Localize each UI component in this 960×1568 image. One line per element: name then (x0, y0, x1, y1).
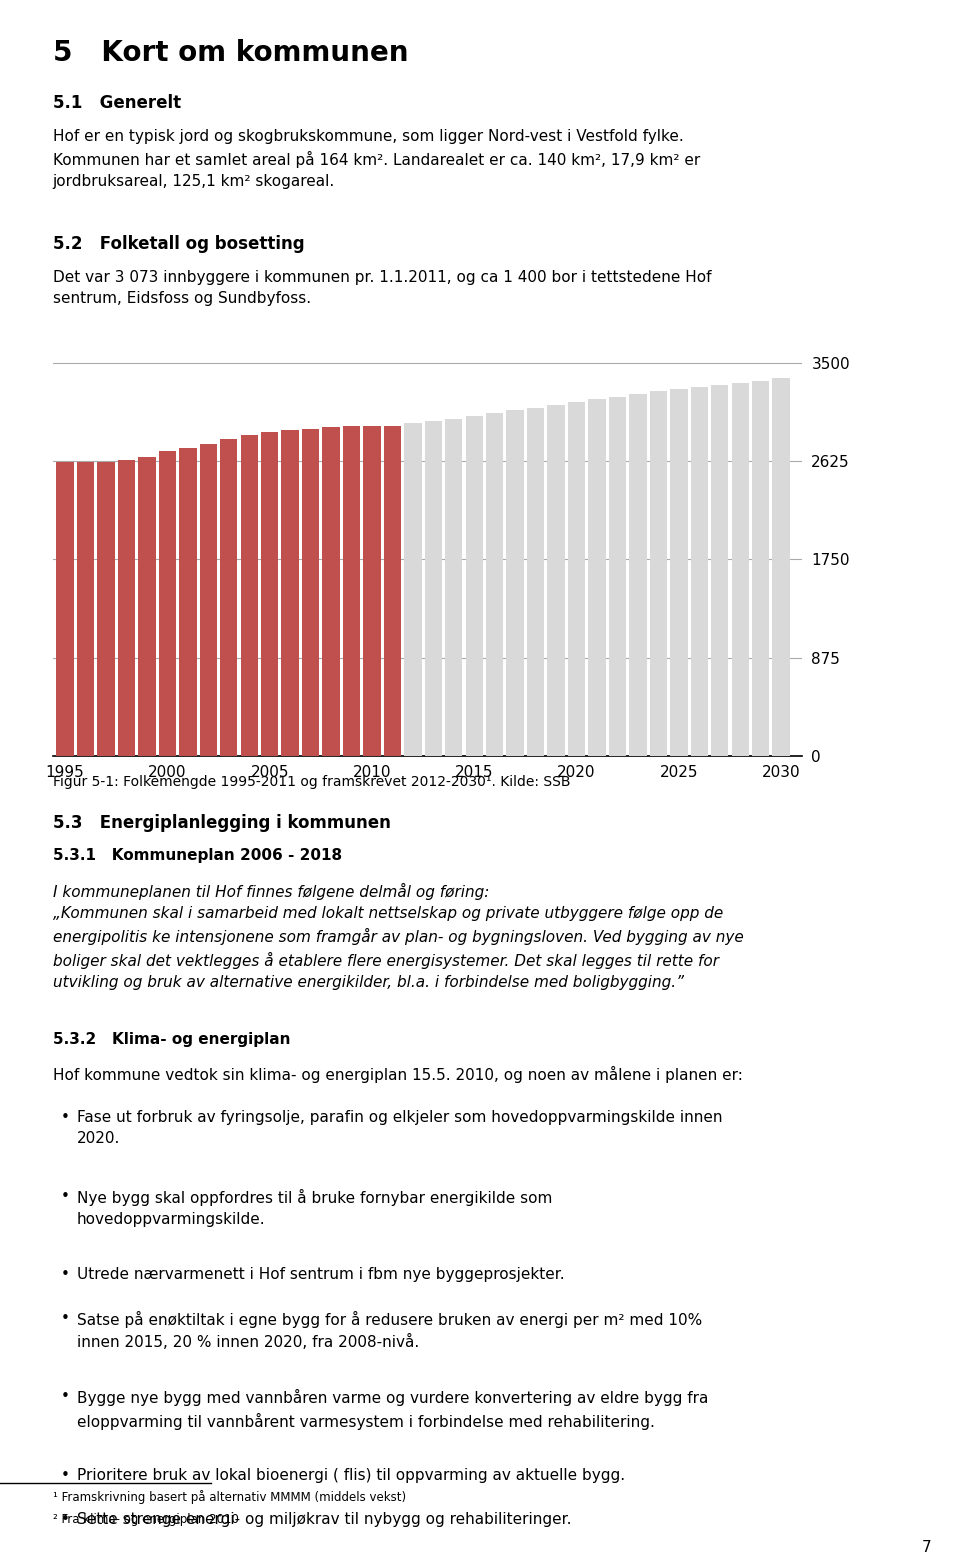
Bar (773, 378, 790, 756)
Bar (220, 439, 237, 756)
Text: •: • (60, 1267, 69, 1283)
Bar (384, 426, 401, 756)
Text: Fase ut forbruk av fyringsolje, parafin og elkjeler som hovedoppvarmingskilde in: Fase ut forbruk av fyringsolje, parafin … (77, 1110, 722, 1146)
Text: 5.2   Folketall og bosetting: 5.2 Folketall og bosetting (53, 235, 304, 252)
Bar (547, 406, 564, 756)
Text: Satse på enøktiltak i egne bygg for å redusere bruken av energi per m² med 10%
i: Satse på enøktiltak i egne bygg for å re… (77, 1311, 702, 1350)
Text: •: • (60, 1311, 69, 1327)
Bar (466, 416, 483, 756)
Bar (690, 387, 708, 756)
Text: Prioritere bruk av lokal bioenergi ( flis) til oppvarming av aktuelle bygg.: Prioritere bruk av lokal bioenergi ( fli… (77, 1468, 625, 1483)
Text: Bygge nye bygg med vannbåren varme og vurdere konvertering av eldre bygg fra
elo: Bygge nye bygg med vannbåren varme og vu… (77, 1389, 708, 1430)
Bar (241, 434, 258, 756)
Bar (424, 422, 442, 756)
Text: Hof kommune vedtok sin klima- og energiplan 15.5. 2010, og noen av målene i plan: Hof kommune vedtok sin klima- og energip… (53, 1066, 743, 1083)
Bar (752, 381, 769, 756)
Text: 5   Kort om kommunen: 5 Kort om kommunen (53, 39, 408, 67)
Text: ² Fra klima- og energiplan 2010: ² Fra klima- og energiplan 2010 (53, 1513, 239, 1526)
Text: •: • (60, 1512, 69, 1527)
Text: •: • (60, 1110, 69, 1126)
Bar (711, 384, 729, 756)
Text: •: • (60, 1389, 69, 1405)
Text: I kommuneplanen til Hof finnes følgene delmål og føring:
„Kommunen skal i samarb: I kommuneplanen til Hof finnes følgene d… (53, 883, 744, 989)
Text: 5.3.2   Klima- og energiplan: 5.3.2 Klima- og energiplan (53, 1032, 290, 1047)
Text: Figur 5-1: Folkemengde 1995-2011 og framskrevet 2012-2030¹. Kilde: SSB: Figur 5-1: Folkemengde 1995-2011 og fram… (53, 775, 570, 789)
Bar (445, 419, 463, 756)
Bar (323, 428, 340, 756)
Bar (650, 392, 667, 756)
Bar (301, 430, 320, 756)
Bar (97, 461, 114, 756)
Bar (261, 431, 278, 756)
Bar (670, 389, 687, 756)
Text: 5.3.1   Kommuneplan 2006 - 2018: 5.3.1 Kommuneplan 2006 - 2018 (53, 848, 342, 864)
Bar (57, 461, 74, 756)
Bar (588, 400, 606, 756)
Bar (732, 383, 749, 756)
Bar (180, 447, 197, 756)
Text: 7: 7 (922, 1540, 931, 1555)
Bar (138, 456, 156, 756)
Bar (568, 401, 586, 756)
Bar (609, 397, 626, 756)
Text: 5.3   Energiplanlegging i kommunen: 5.3 Energiplanlegging i kommunen (53, 814, 391, 831)
Text: ¹ Framskrivning basert på alternativ MMMM (middels vekst): ¹ Framskrivning basert på alternativ MMM… (53, 1490, 406, 1504)
Bar (404, 423, 421, 756)
Text: Utrede nærvarmenett i Hof sentrum i fbm nye byggeprosjekter.: Utrede nærvarmenett i Hof sentrum i fbm … (77, 1267, 564, 1283)
Bar (629, 394, 647, 756)
Bar (158, 452, 176, 756)
Text: Det var 3 073 innbyggere i kommunen pr. 1.1.2011, og ca 1 400 bor i tettstedene : Det var 3 073 innbyggere i kommunen pr. … (53, 270, 711, 306)
Bar (281, 430, 299, 756)
Bar (343, 426, 360, 756)
Text: Sette strenge energi- og miljøkrav til nybygg og rehabiliteringer.: Sette strenge energi- og miljøkrav til n… (77, 1512, 571, 1527)
Bar (486, 412, 503, 756)
Text: •: • (60, 1189, 69, 1204)
Text: •: • (60, 1468, 69, 1483)
Text: 5.1   Generelt: 5.1 Generelt (53, 94, 180, 111)
Text: Nye bygg skal oppfordres til å bruke fornybar energikilde som
hovedoppvarmingski: Nye bygg skal oppfordres til å bruke for… (77, 1189, 552, 1226)
Bar (527, 408, 544, 756)
Bar (507, 411, 524, 756)
Text: Hof er en typisk jord og skogbrukskommune, som ligger Nord-vest i Vestfold fylke: Hof er en typisk jord og skogbrukskommun… (53, 129, 700, 188)
Bar (363, 425, 381, 756)
Bar (118, 459, 135, 756)
Bar (200, 444, 217, 756)
Bar (77, 461, 94, 756)
